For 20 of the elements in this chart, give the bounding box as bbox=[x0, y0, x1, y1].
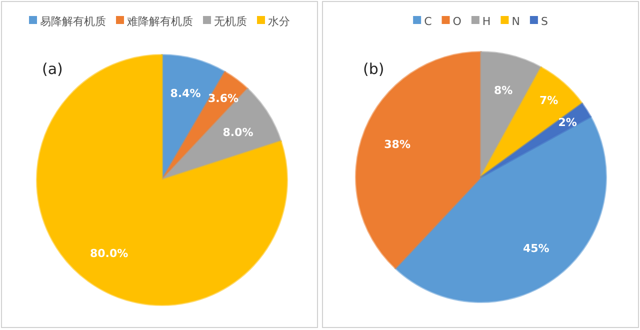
data-label: 80.0% bbox=[90, 246, 128, 260]
data-label: 38% bbox=[384, 138, 410, 151]
data-label: 2% bbox=[558, 116, 577, 130]
legend-label: N bbox=[512, 15, 520, 28]
data-label: 7% bbox=[539, 94, 558, 108]
legend-label: C bbox=[424, 15, 432, 28]
legend-label: 无机质 bbox=[214, 15, 247, 28]
data-label: 8.4% bbox=[170, 87, 201, 100]
data-label: 3.6% bbox=[208, 92, 239, 105]
data-label: 8.0% bbox=[222, 126, 254, 139]
legend-label: 易降解有机质 bbox=[40, 15, 106, 28]
legend-label: 难降解有机质 bbox=[127, 15, 193, 28]
data-label: 8% bbox=[494, 84, 513, 97]
legend-label: 水分 bbox=[268, 15, 290, 28]
legend-label: H bbox=[482, 15, 491, 28]
legend-label: O bbox=[452, 15, 462, 28]
data-label: 45% bbox=[522, 242, 550, 256]
text: (a) bbox=[42, 60, 63, 78]
legend-label: S bbox=[540, 15, 548, 28]
text: (b) bbox=[363, 60, 384, 78]
